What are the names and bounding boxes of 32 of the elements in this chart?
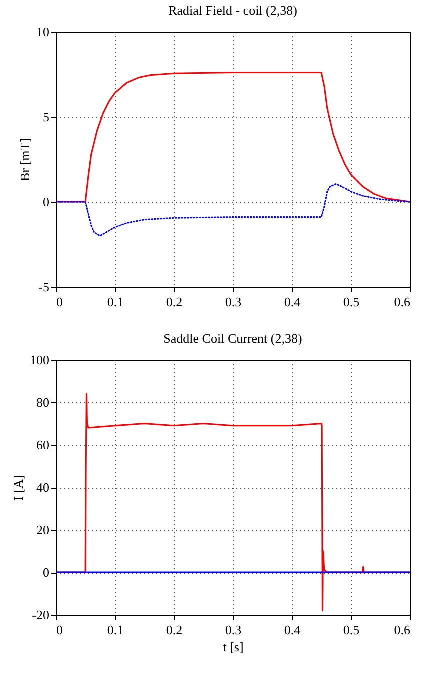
x-tick-label: 0.3 bbox=[225, 294, 242, 310]
x-tick-label: 0.6 bbox=[394, 294, 411, 310]
x-tick-label: 0.2 bbox=[166, 294, 183, 310]
x-tick-label: 0.6 bbox=[394, 622, 411, 638]
y-tick-label: 80 bbox=[36, 395, 50, 410]
line-series bbox=[56, 72, 410, 203]
x-tick-label: 0.4 bbox=[284, 294, 302, 310]
x-tick-label: 0.5 bbox=[343, 294, 360, 310]
x-tick-label: 0.3 bbox=[225, 622, 242, 638]
y-axis-title: I [A] bbox=[11, 475, 26, 501]
x-tick-label: 0 bbox=[56, 622, 63, 638]
x-tick-label: 0.1 bbox=[107, 294, 124, 310]
x-tick-label: 0.4 bbox=[284, 622, 302, 638]
chart-title: Radial Field - coil (2,38) bbox=[168, 3, 298, 18]
x-tick-label: 0.2 bbox=[166, 622, 183, 638]
y-tick-label: 10 bbox=[36, 24, 50, 40]
y-tick-label: 20 bbox=[36, 522, 50, 538]
y-axis-title: Br [mT] bbox=[18, 138, 32, 182]
y-tick-label: -20 bbox=[32, 608, 50, 622]
y-tick-label: 0 bbox=[43, 194, 50, 210]
y-tick-label: 60 bbox=[36, 438, 50, 452]
y-tick-label: 100 bbox=[30, 352, 50, 368]
x-axis-title: t [s] bbox=[223, 640, 244, 654]
y-tick-label: 5 bbox=[43, 110, 50, 124]
y-tick-label: -5 bbox=[38, 280, 50, 294]
x-tick-label: 0.1 bbox=[107, 622, 124, 638]
y-tick-label: 40 bbox=[36, 480, 50, 495]
line-series bbox=[56, 183, 410, 237]
x-tick-label: 0 bbox=[56, 294, 63, 310]
x-tick-label: 0.5 bbox=[343, 622, 360, 638]
chart-title: Saddle Coil Current (2,38) bbox=[164, 331, 302, 346]
y-tick-label: 0 bbox=[43, 565, 50, 580]
